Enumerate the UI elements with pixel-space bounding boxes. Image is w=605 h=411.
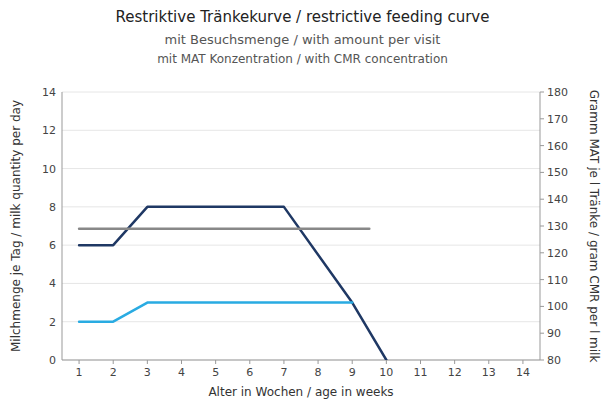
- x-tick: [420, 360, 421, 364]
- x-tick: [488, 360, 489, 364]
- x-tick: [454, 360, 455, 364]
- x-tick-label: 8: [315, 366, 322, 379]
- y2-tick-label: 90: [547, 327, 561, 340]
- y-tick-label: 10: [42, 163, 56, 176]
- x-axis-line: [62, 360, 540, 361]
- grid-line: [62, 321, 540, 322]
- y2-axis-line: [540, 92, 541, 360]
- x-tick: [215, 360, 216, 364]
- x-tick-label: 6: [246, 366, 253, 379]
- grid: [62, 92, 540, 360]
- x-tick: [318, 360, 319, 364]
- x-tick: [147, 360, 148, 364]
- series-line: [79, 303, 352, 322]
- y-tick-label: 0: [49, 354, 56, 367]
- grid-line: [62, 168, 540, 169]
- y2-tick: [540, 92, 544, 93]
- y2-tick-label: 130: [547, 220, 568, 233]
- x-tick-label: 7: [280, 366, 287, 379]
- x-tick: [283, 360, 284, 364]
- y2-tick: [540, 145, 544, 146]
- x-tick-label: 3: [144, 366, 151, 379]
- y2-tick-label: 170: [547, 113, 568, 126]
- x-tick-label: 4: [178, 366, 185, 379]
- y2-tick-label: 120: [547, 247, 568, 260]
- grid-line: [62, 206, 540, 207]
- x-tick-label: 5: [212, 366, 219, 379]
- series-group: [79, 207, 386, 360]
- y2-tick-label: 80: [547, 354, 561, 367]
- y2-tick: [540, 360, 544, 361]
- x-tick-label: 2: [110, 366, 117, 379]
- series-line: [79, 228, 369, 231]
- y2-axis-label: Gramm MAT je l Tränke / gram CMR per l m…: [587, 90, 601, 363]
- y-tick-label: 4: [49, 277, 56, 290]
- subtitle: mit MAT Konzentration / with CMR concent…: [157, 52, 448, 66]
- y2-tick: [540, 333, 544, 334]
- y2-tick: [540, 252, 544, 253]
- y2-tick-label: 150: [547, 166, 568, 179]
- grid-line: [62, 130, 540, 131]
- chart: Restriktive Tränkekurve / restrictive fe…: [0, 0, 605, 411]
- y2-tick: [540, 199, 544, 200]
- grid-line: [62, 283, 540, 284]
- y2-tick: [540, 226, 544, 227]
- x-tick: [79, 360, 80, 364]
- x-tick-label: 1: [76, 366, 83, 379]
- subtitle: mit Besuchsmenge / with amount per visit: [165, 32, 441, 47]
- grid-line: [62, 360, 540, 361]
- y-tick-label: 2: [49, 316, 56, 329]
- y-tick-label: 12: [42, 124, 56, 137]
- y-axis-label: Milchmenge je Tag / milk quantity per da…: [9, 100, 23, 352]
- x-axis-label: Alter in Wochen / age in weeks: [208, 385, 393, 399]
- x-tick: [249, 360, 250, 364]
- chart-container: Restriktive Tränkekurve / restrictive fe…: [0, 0, 605, 411]
- y2-tick: [540, 306, 544, 307]
- title: Restriktive Tränkekurve / restrictive fe…: [116, 8, 490, 26]
- y2-tick-label: 110: [547, 274, 568, 287]
- y2-tick-label: 180: [547, 86, 568, 99]
- y2-tick: [540, 279, 544, 280]
- x-tick: [386, 360, 387, 364]
- x-tick-label: 10: [379, 366, 393, 379]
- x-tick-label: 11: [414, 366, 428, 379]
- y-axis-line: [62, 92, 63, 360]
- x-tick: [352, 360, 353, 364]
- x-tick-label: 9: [349, 366, 356, 379]
- grid-line: [62, 92, 540, 93]
- y2-tick: [540, 172, 544, 173]
- x-tick-label: 13: [482, 366, 496, 379]
- y2-tick: [540, 118, 544, 119]
- y-tick-label: 6: [49, 239, 56, 252]
- x-tick-label: 12: [448, 366, 462, 379]
- y2-tick-label: 100: [547, 300, 568, 313]
- y-tick-label: 14: [42, 86, 56, 99]
- series-line: [79, 207, 386, 360]
- grid-line: [62, 245, 540, 246]
- x-tick: [181, 360, 182, 364]
- y2-tick-label: 140: [547, 193, 568, 206]
- x-tick: [113, 360, 114, 364]
- y-tick-label: 8: [49, 201, 56, 214]
- y2-tick-label: 160: [547, 140, 568, 153]
- x-tick: [522, 360, 523, 364]
- x-tick-label: 14: [516, 366, 530, 379]
